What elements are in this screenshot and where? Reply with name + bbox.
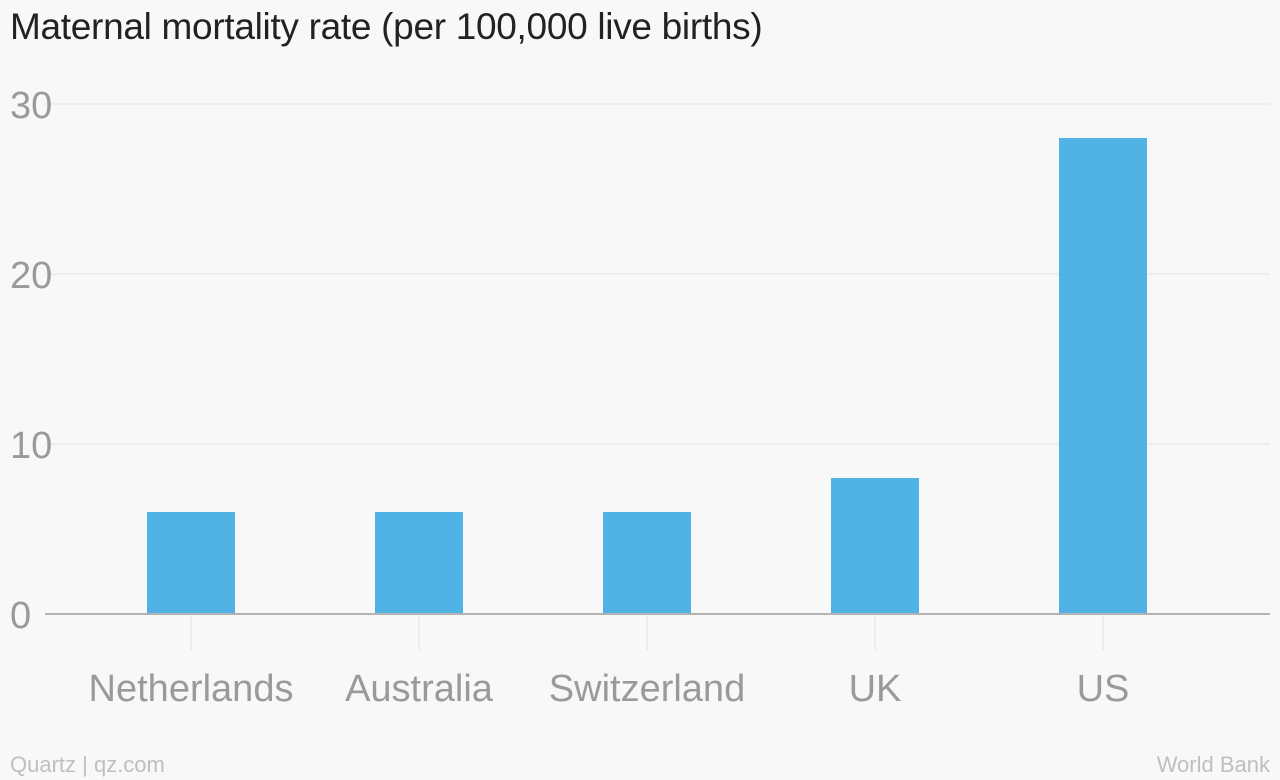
y-tick-label: 30 <box>10 85 52 127</box>
x-tick-label: US <box>1077 668 1130 710</box>
x-tick-label: Switzerland <box>549 668 745 710</box>
tick-labels: 0 10 20 30 Netherlands Australia Switzerland UK… <box>10 85 1129 710</box>
y-tick-label: 20 <box>10 255 52 297</box>
y-tick-label: 0 <box>10 595 31 637</box>
chart-title: Maternal mortality rate (per 100,000 liv… <box>10 6 763 47</box>
bars <box>147 138 1147 614</box>
footer-credit: Quartz | qz.com <box>10 752 165 777</box>
bar-netherlands <box>147 512 235 614</box>
bar-australia <box>375 512 463 614</box>
x-tick-label: UK <box>849 668 902 710</box>
bar-uk <box>831 478 919 614</box>
x-axis <box>45 613 1270 650</box>
footer-source: World Bank <box>1156 752 1270 777</box>
y-tick-label: 10 <box>10 425 52 467</box>
x-tick-label: Australia <box>345 668 494 710</box>
bar-us <box>1059 138 1147 614</box>
bar-switzerland <box>603 512 691 614</box>
x-tick-label: Netherlands <box>89 668 294 710</box>
